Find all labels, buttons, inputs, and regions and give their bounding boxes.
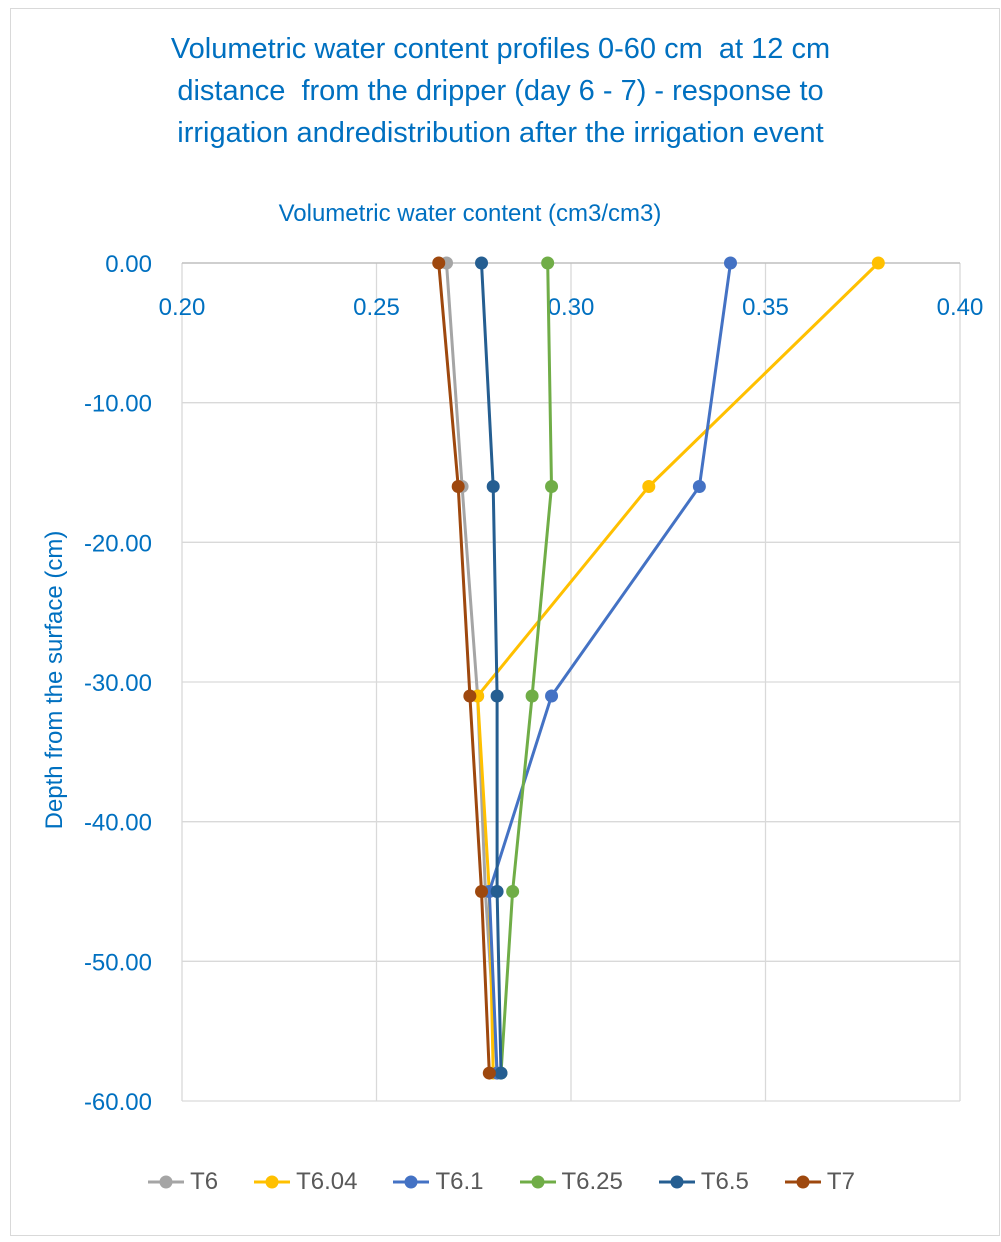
series-point-T6.1 [545,689,559,703]
legend-item-T6: T6 [146,1168,218,1196]
series-point-T7 [482,1066,496,1080]
legend-label: T6.1 [435,1168,484,1195]
series-line-T6.25 [499,262,553,1074]
series-point-T7 [451,479,465,493]
series-point-T6.25 [545,479,559,493]
series-point-T6.25 [506,885,520,898]
legend-label: T7 [826,1168,855,1195]
series-point-T6.5 [494,1066,508,1080]
legend-swatch-T6.04 [254,1175,291,1189]
series-point-T6.1 [692,479,706,493]
legend-swatch-T6.1 [393,1175,430,1189]
y-tick-label: -50.00 [84,949,152,976]
chart-title-line: irrigation andredistribution after the i… [177,117,824,149]
legend-label: T6.25 [561,1168,623,1195]
legend-swatch-marker [670,1175,684,1189]
series-point-T6.5 [490,689,504,703]
legend-swatch-marker [531,1175,544,1189]
legend-item-T7: T7 [783,1168,855,1196]
legend-swatch-marker [159,1175,173,1189]
legend-item-T6.25: T6.25 [518,1168,623,1196]
series-point-T6.5 [490,885,504,898]
series-line-T6.1 [487,262,732,1074]
legend-swatch-T7 [784,1175,821,1189]
legend-label: T6.04 [296,1168,358,1195]
x-tick-label: 0.30 [548,294,595,321]
series-line-T7 [437,262,491,1074]
chart-title-line: distance from the dripper (day 6 - 7) - … [177,75,824,107]
series-point-T6.5 [475,256,489,270]
x-tick-label: 0.25 [353,294,400,321]
series-point-T6.5 [486,479,500,493]
chart-title-line: Volumetric water content profiles 0-60 c… [170,33,831,65]
y-tick-label: -60.00 [84,1089,152,1116]
legend-swatch-T6.25 [519,1175,556,1189]
series-point-T6.04 [642,479,656,493]
x-tick-label: 0.40 [937,294,984,321]
chart-title: Volumetric water content profiles 0-60 c… [0,28,1001,154]
legend-item-T6.1: T6.1 [391,1168,484,1196]
y-tick-label: -40.00 [84,810,152,837]
y-tick-label: -10.00 [84,391,152,418]
legend-label: T6 [190,1168,219,1195]
legend-item-T6.04: T6.04 [252,1168,357,1196]
y-tick-label: 0.00 [105,251,152,278]
legend-swatch-T6 [148,1175,185,1189]
legend: T6 T6.04 T6.1 T6.25 T6.5 T7 [0,1168,1001,1196]
y-tick-label: -20.00 [84,530,152,557]
series-line-T6.04 [476,261,880,1074]
legend-swatch-marker [796,1175,810,1189]
legend-swatch-marker [404,1175,418,1189]
series-point-T7 [475,885,489,898]
legend-swatch-T6.5 [658,1175,695,1189]
x-axis-title: Volumetric water content (cm3/cm3) [278,200,662,227]
series-point-T6.25 [525,689,539,703]
series-point-T6.1 [723,256,737,270]
y-tick-label: -30.00 [84,670,152,697]
legend-swatch-marker [265,1175,279,1189]
x-tick-label: 0.20 [159,294,206,321]
series-point-T7 [432,256,446,270]
series-point-T6.25 [541,256,555,270]
legend-item-T6.5: T6.5 [657,1168,749,1196]
legend-label: T6.5 [700,1168,749,1195]
x-tick-label: 0.35 [742,294,789,321]
series-point-T7 [463,689,477,703]
series-point-T6.04 [871,256,885,270]
